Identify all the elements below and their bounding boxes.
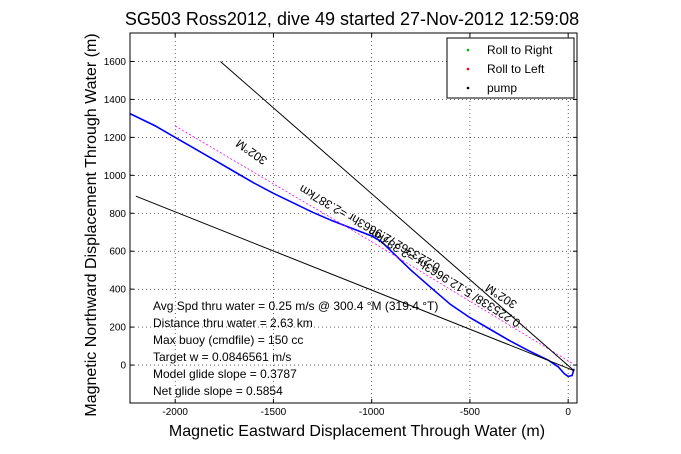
annotation-line: Net glide slope = 0.5854: [153, 384, 283, 398]
legend-marker: [466, 67, 470, 71]
annotation-line: Max buoy (cmdfile) = 150 cc: [153, 333, 303, 347]
legend-label: Roll to Left: [487, 62, 545, 76]
x-tick-label: -500: [460, 407, 480, 418]
annotation-line: Avg Spd thru water = 0.25 m/s @ 300.4 °M…: [153, 299, 438, 313]
x-tick-label: -1000: [359, 407, 385, 418]
annotation-line: Target w = 0.0846561 m/s: [153, 350, 291, 364]
annotation-line: Distance thru water = 2.63 km: [153, 316, 313, 330]
series-bound-lower: [135, 195, 575, 372]
chart-title: SG503 Ross2012, dive 49 started 27-Nov-2…: [125, 9, 579, 29]
y-tick-label: 1400: [104, 95, 127, 106]
y-tick-label: 200: [109, 323, 126, 334]
x-tick-label: -1500: [261, 407, 287, 418]
y-tick-label: 0: [120, 361, 126, 372]
y-tick-label: 800: [109, 209, 126, 220]
y-tick-label: 1600: [104, 57, 127, 68]
legend: Roll to Right Roll to Left pump: [446, 37, 575, 99]
y-tick-label: 400: [109, 285, 126, 296]
series-layer: [129, 61, 575, 378]
y-tick-label: 1000: [104, 171, 127, 182]
series-course: [174, 125, 573, 364]
y-axis-label: Magnetic Northward Displacement Through …: [83, 33, 100, 416]
x-axis-label: Magnetic Eastward Displacement Through W…: [169, 423, 545, 440]
series-track: [129, 112, 575, 378]
annotations: Avg Spd thru water = 0.25 m/s @ 300.4 °M…: [153, 299, 438, 398]
annotation-line: Model glide slope = 0.3787: [153, 367, 297, 381]
y-tick-label: 600: [109, 247, 126, 258]
x-tick-label: -2000: [162, 407, 188, 418]
legend-label: Roll to Right: [487, 43, 553, 57]
legend-marker: [466, 86, 470, 90]
legend-label: pump: [487, 81, 517, 95]
ticks: -2000 -1500 -1000 -500 0 0 200 400 600 800 1000 120…: [104, 33, 577, 418]
plot-frame: [129, 32, 578, 404]
legend-marker: [466, 48, 470, 52]
series-bound-upper: [220, 61, 575, 372]
x-tick-label: 0: [565, 407, 571, 418]
y-tick-label: 1200: [104, 133, 127, 144]
